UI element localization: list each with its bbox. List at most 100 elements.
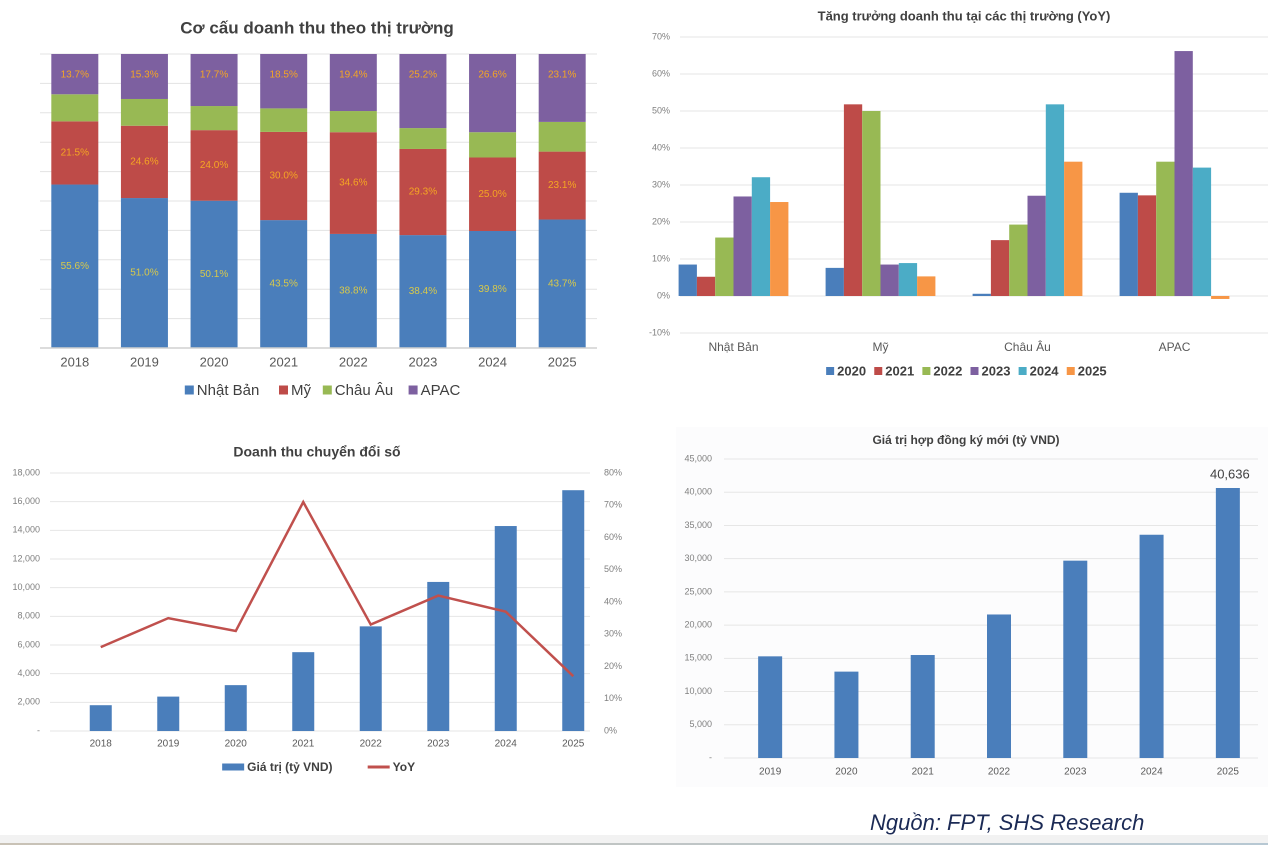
x-tick-label: 2019 bbox=[130, 354, 159, 369]
bar-value-2025 bbox=[562, 490, 585, 731]
x-tick-label: APAC bbox=[1159, 340, 1191, 354]
chart-title: Doanh thu chuyển đổi số bbox=[233, 444, 401, 460]
bar-value-2019 bbox=[157, 696, 180, 731]
x-tick-label: 2025 bbox=[1217, 767, 1240, 778]
x-tick-label: 2025 bbox=[548, 354, 577, 369]
bar-value-2024 bbox=[494, 526, 517, 731]
y-tick-label: 0% bbox=[657, 290, 670, 300]
data-label: 23.1% bbox=[548, 70, 576, 81]
bar-mỹ-2020 bbox=[190, 130, 238, 201]
data-label: 24.0% bbox=[200, 160, 228, 171]
legend-item-2-label: Châu Âu bbox=[335, 382, 393, 399]
chart-title: Tăng trưởng doanh thu tại các thị trường… bbox=[818, 8, 1111, 23]
data-label: 15.3% bbox=[130, 70, 158, 81]
data-label: 38.4% bbox=[409, 286, 437, 297]
x-tick-label: 2022 bbox=[339, 354, 368, 369]
bar-value-2022 bbox=[359, 626, 382, 731]
x-tick-label: Châu Âu bbox=[1004, 339, 1051, 354]
bar-2020-nhật-bản bbox=[678, 264, 697, 296]
legend-item-0-swatch bbox=[826, 367, 835, 375]
legend-item-2-label: 2022 bbox=[933, 363, 962, 378]
legend-item-5-label: 2025 bbox=[1078, 363, 1107, 378]
legend-item-3-label: 2023 bbox=[982, 363, 1011, 378]
bar-apac-2020 bbox=[190, 54, 238, 107]
bar-mỹ-2019 bbox=[120, 125, 168, 199]
bar-contract-2023 bbox=[1063, 560, 1088, 758]
yoy-line bbox=[100, 499, 575, 678]
bar-châu-âu-2021 bbox=[260, 108, 308, 132]
y-tick-label: 40% bbox=[652, 142, 670, 152]
legend-item-3-swatch bbox=[970, 367, 979, 375]
chart-title: Cơ cấu doanh thu theo thị trường bbox=[180, 18, 454, 37]
bar-apac-2022 bbox=[329, 54, 377, 112]
y2-tick-label: 10% bbox=[604, 693, 622, 703]
data-label: 29.3% bbox=[409, 187, 437, 198]
data-label: 26.6% bbox=[478, 70, 506, 81]
bar-châu-âu-2023 bbox=[399, 128, 447, 149]
legend-item-2-swatch bbox=[922, 367, 931, 375]
bar-mỹ-2025 bbox=[538, 151, 586, 220]
data-label: 50.1% bbox=[200, 269, 228, 280]
x-tick-label: 2023 bbox=[1064, 767, 1087, 778]
bar-contract-2022 bbox=[987, 614, 1011, 758]
bar-2021-châu-âu bbox=[990, 240, 1010, 296]
data-label: 24.6% bbox=[130, 157, 158, 168]
x-tick-label: 2020 bbox=[200, 354, 229, 369]
bar-value-2023 bbox=[427, 581, 450, 731]
bar-mỹ-2021 bbox=[260, 131, 308, 221]
bar-2020-mỹ bbox=[825, 267, 844, 296]
bar-contract-2024 bbox=[1139, 534, 1164, 758]
bar-nhật-bản-2019 bbox=[120, 198, 168, 348]
data-label: 17.7% bbox=[200, 70, 228, 81]
y2-tick-label: 70% bbox=[604, 500, 622, 510]
y-tick-label: 20% bbox=[652, 216, 670, 226]
bar-mỹ-2022 bbox=[329, 132, 377, 234]
x-tick-label: 2023 bbox=[427, 739, 450, 750]
x-tick-label: 2021 bbox=[292, 739, 315, 750]
bar-apac-2018 bbox=[51, 54, 99, 95]
y-tick-label: 30,000 bbox=[684, 553, 712, 563]
x-tick-label: 2019 bbox=[759, 767, 782, 778]
bar-2025-apac bbox=[1211, 296, 1230, 299]
bar-2022-mỹ bbox=[862, 111, 881, 296]
chart-title: Giá trị hợp đồng ký mới (tỷ VND) bbox=[872, 433, 1059, 447]
data-label: 23.1% bbox=[548, 180, 576, 191]
bar-2022-apac bbox=[1156, 161, 1175, 296]
y-tick-label: 10% bbox=[652, 253, 670, 263]
y-tick-label: 45,000 bbox=[684, 453, 712, 463]
bar-value-2018 bbox=[89, 705, 112, 731]
data-label: 34.6% bbox=[339, 178, 367, 189]
y2-tick-label: 0% bbox=[604, 725, 617, 735]
y-tick-label: 18,000 bbox=[12, 467, 40, 477]
bar-2023-nhật-bản bbox=[733, 196, 752, 296]
market-structure-chart: Cơ cấu doanh thu theo thị trường 55.6% 21.… bbox=[40, 18, 597, 399]
y-tick-label: 5,000 bbox=[689, 719, 712, 729]
y-tick-label: 60% bbox=[652, 68, 670, 78]
bar-châu-âu-2024 bbox=[469, 132, 517, 158]
y-tick-label: 30% bbox=[652, 179, 670, 189]
bar-apac-2023 bbox=[399, 54, 447, 129]
bar-contract-2025 bbox=[1215, 487, 1240, 758]
bar-mỹ-2024 bbox=[469, 157, 517, 231]
y-tick-label: 4,000 bbox=[17, 668, 40, 678]
legend-item-0-label: Nhật Bản bbox=[197, 382, 260, 399]
y-tick-label: - bbox=[709, 752, 712, 762]
legend-item-4-swatch bbox=[1018, 367, 1027, 375]
bar-mỹ-2018 bbox=[51, 121, 99, 185]
y-tick-label: 14,000 bbox=[12, 525, 40, 535]
legend-item-3-label: APAC bbox=[421, 382, 461, 399]
legend-item-5-swatch bbox=[1066, 367, 1075, 375]
bar-nhật-bản-2025 bbox=[538, 219, 586, 348]
x-tick-label: Nhật Bản bbox=[708, 340, 758, 354]
x-tick-label: 2019 bbox=[157, 739, 180, 750]
data-label: 40,636 bbox=[1210, 466, 1250, 481]
bar-châu-âu-2025 bbox=[538, 121, 586, 152]
y-tick-label: 6,000 bbox=[17, 639, 40, 649]
source-note: Nguồn: FPT, SHS Research bbox=[870, 810, 1145, 835]
data-label: 13.7% bbox=[61, 70, 89, 81]
chart-panel-new-contracts: Giá trị hợp đồng ký mới (tỷ VND) - 5,000 10… bbox=[676, 427, 1268, 787]
y-tick-label: 70% bbox=[652, 31, 670, 41]
x-tick-label: 2018 bbox=[90, 739, 113, 750]
y-tick-label: 20,000 bbox=[684, 619, 712, 629]
footer-band bbox=[0, 835, 1268, 843]
